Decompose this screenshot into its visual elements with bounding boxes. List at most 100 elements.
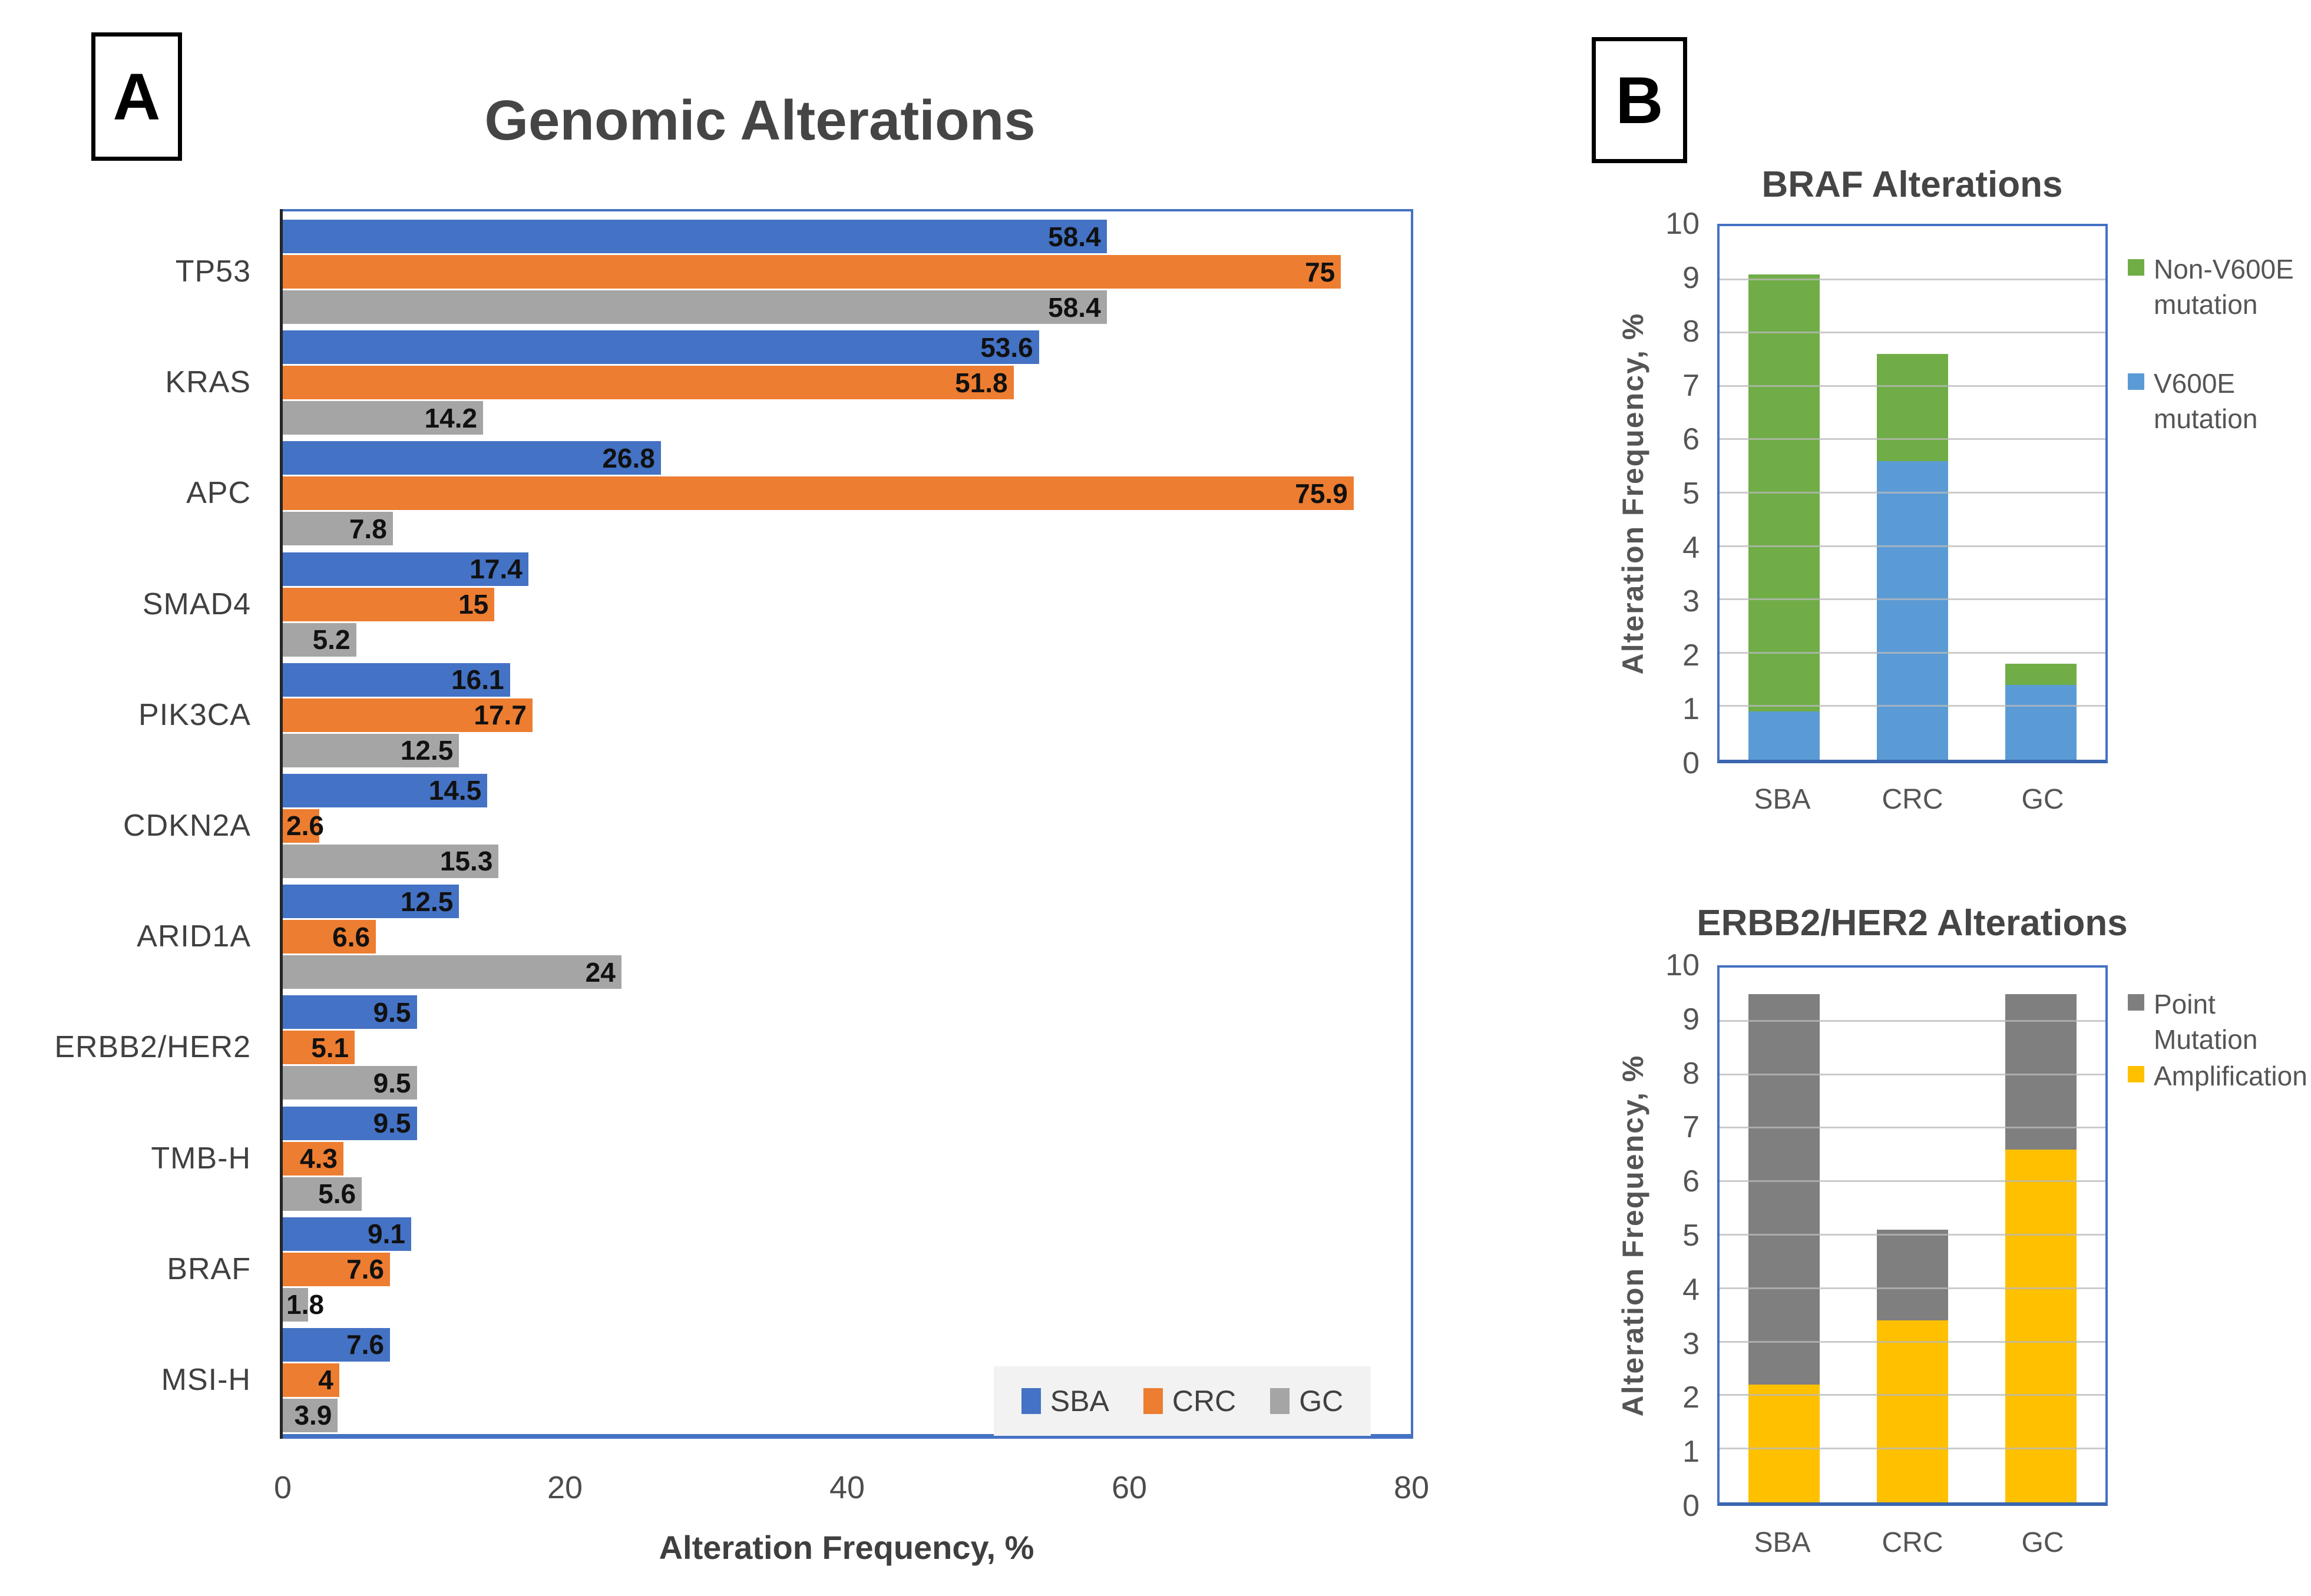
bar-gc-msi-h: 3.9 (283, 1398, 338, 1432)
erbb2-y-tick-1: 1 (1682, 1435, 1700, 1469)
bar-sba-tmb-h: 9.5 (283, 1106, 417, 1140)
genomic-chart-bars: 58.4 75 58.4 53.6 51.8 14.2 26.8 75.9 7.8 17.4 15 5… (283, 216, 1411, 1435)
erbb2-y-tick-7: 7 (1682, 1110, 1700, 1145)
data-label-gc-tmb-h: 5.6 (318, 1178, 356, 1209)
data-label-gc-arid1a: 24 (585, 956, 616, 988)
gridline-y-5 (1720, 492, 2105, 494)
amplification-legend-label: Amplification (2154, 1061, 2307, 1091)
bar-crc-cdkn2a: 2.6 (283, 809, 324, 843)
braf-y-tick-7: 7 (1682, 368, 1700, 403)
bar-group-smad4: 17.4 15 5.2 (283, 549, 1411, 660)
gene-label-tmb-h: TMB-H (151, 1141, 251, 1176)
gene-label-cdkn2a: CDKN2A (123, 809, 251, 843)
erbb2-y-tick-8: 8 (1682, 1056, 1700, 1091)
data-label-gc-tp53: 58.4 (1048, 292, 1101, 323)
bar-sba-kras: 53.6 (283, 330, 1039, 365)
gridline-y-8 (1720, 1073, 2105, 1075)
gridline-y-6 (1720, 438, 2105, 441)
gridline-y-4 (1720, 1287, 2105, 1289)
data-label-crc-erbb2-her2: 5.1 (311, 1032, 349, 1063)
x-tick-60: 60 (1111, 1470, 1148, 1505)
genomic-chart-legend: SBA CRC GC (994, 1366, 1371, 1436)
data-label-sba-msi-h: 7.6 (346, 1329, 385, 1360)
segment-v600e-mutation-crc (1876, 461, 1948, 760)
bar-crc-tmb-h: 4.3 (283, 1141, 343, 1176)
data-label-crc-cdkn2a: 2.6 (286, 810, 324, 842)
bar-group-braf: 9.1 7.6 1.8 (283, 1214, 1411, 1325)
legend-item-amplification: Amplification (2128, 1059, 2307, 1094)
bar-sba-pik3ca: 16.1 (283, 663, 510, 697)
data-label-sba-kras: 53.6 (980, 332, 1033, 363)
legend-item-gc: GC (1270, 1384, 1343, 1418)
panel-a-label: A (91, 32, 182, 161)
sba-legend-marker (1021, 1388, 1041, 1414)
gc-legend-marker (1270, 1388, 1290, 1414)
erbb2-y-tick-9: 9 (1682, 1002, 1700, 1037)
erbb2-y-tick-4: 4 (1682, 1272, 1700, 1307)
gridline-y-3 (1720, 598, 2105, 601)
braf-y-tick-4: 4 (1682, 530, 1700, 565)
gridline-y-7 (1720, 1127, 2105, 1129)
data-label-gc-erbb2-her2: 9.5 (373, 1067, 411, 1098)
data-label-sba-smad4: 17.4 (470, 554, 523, 585)
segment-non-v600e-mutation-crc (1876, 354, 1948, 461)
braf-bar-crc (1876, 226, 1948, 760)
gene-label-braf: BRAF (167, 1251, 251, 1286)
data-label-crc-tp53: 75 (1305, 256, 1335, 287)
data-label-gc-braf: 1.8 (286, 1289, 324, 1320)
gene-label-smad4: SMAD4 (142, 587, 251, 621)
data-label-crc-arid1a: 6.6 (332, 921, 371, 952)
bar-sba-cdkn2a: 14.5 (283, 773, 488, 807)
x-tick-40: 40 (829, 1470, 865, 1505)
data-label-crc-smad4: 15 (458, 589, 489, 620)
gene-label-apc: APC (186, 476, 251, 511)
bar-crc-smad4: 15 (283, 587, 495, 621)
data-label-gc-kras: 14.2 (424, 402, 478, 433)
bar-sba-tp53: 58.4 (283, 220, 1107, 253)
erbb2-y-tick-10: 10 (1665, 948, 1700, 982)
erbb2-y-tick-0: 0 (1682, 1489, 1700, 1523)
data-label-sba-apc: 26.8 (602, 442, 655, 473)
braf-x-label-crc: CRC (1882, 784, 1943, 815)
braf-x-labels: SBA CRC GC (1717, 783, 2108, 816)
bar-sba-erbb2-her2: 9.5 (283, 995, 417, 1029)
legend-item-crc: CRC (1143, 1384, 1236, 1418)
data-label-sba-tmb-h: 9.5 (373, 1108, 411, 1138)
braf-y-tick-5: 5 (1682, 476, 1700, 511)
data-label-gc-cdkn2a: 15.3 (439, 846, 493, 877)
erbb2-y-tick-3: 3 (1682, 1326, 1700, 1361)
genomic-chart-x-ticks: 0 20 40 60 80 (274, 1469, 1429, 1511)
genomic-chart-y-axis-line (280, 209, 283, 1439)
v600e-legend-marker (2128, 373, 2144, 390)
erbb2-bar-sba (1748, 968, 1820, 1502)
erbb2-chart-title: ERBB2/HER2 Alterations (1697, 903, 2128, 943)
data-label-crc-msi-h: 4 (318, 1365, 333, 1396)
bar-sba-braf: 9.1 (283, 1217, 411, 1251)
data-label-gc-apc: 7.8 (349, 513, 387, 544)
bar-group-arid1a: 12.5 6.6 24 (283, 881, 1411, 992)
erbb2-x-label-sba: SBA (1754, 1527, 1811, 1558)
bar-crc-braf: 7.6 (283, 1252, 391, 1286)
braf-y-tick-2: 2 (1682, 638, 1700, 673)
gene-label-arid1a: ARID1A (137, 919, 251, 954)
point-mutation-legend-marker (2128, 994, 2144, 1011)
bar-crc-erbb2-her2: 5.1 (283, 1031, 355, 1065)
bar-group-tp53: 58.4 75 58.4 (283, 216, 1411, 327)
bar-gc-tp53: 58.4 (283, 290, 1107, 324)
bar-group-erbb2-her2: 9.5 5.1 9.5 (283, 992, 1411, 1102)
braf-y-tick-3: 3 (1682, 584, 1700, 619)
bar-crc-msi-h: 4 (283, 1363, 339, 1397)
braf-bar-gc (2005, 226, 2077, 760)
legend-item-non-v600e: Non-V600E mutation (2128, 252, 2307, 323)
bar-group-kras: 53.6 51.8 14.2 (283, 327, 1411, 438)
gridline-y-5 (1720, 1234, 2105, 1236)
braf-chart-plot-area (1717, 224, 2108, 763)
x-tick-80: 80 (1393, 1470, 1430, 1505)
bar-group-msi-h: 7.6 4 3.9 (283, 1325, 1411, 1435)
legend-item-v600e: V600E mutation (2128, 366, 2307, 437)
bar-crc-apc: 75.9 (283, 476, 1354, 511)
gene-label-msi-h: MSI-H (161, 1362, 251, 1397)
gridline-y-1 (1720, 705, 2105, 707)
bar-gc-smad4: 5.2 (283, 622, 356, 657)
